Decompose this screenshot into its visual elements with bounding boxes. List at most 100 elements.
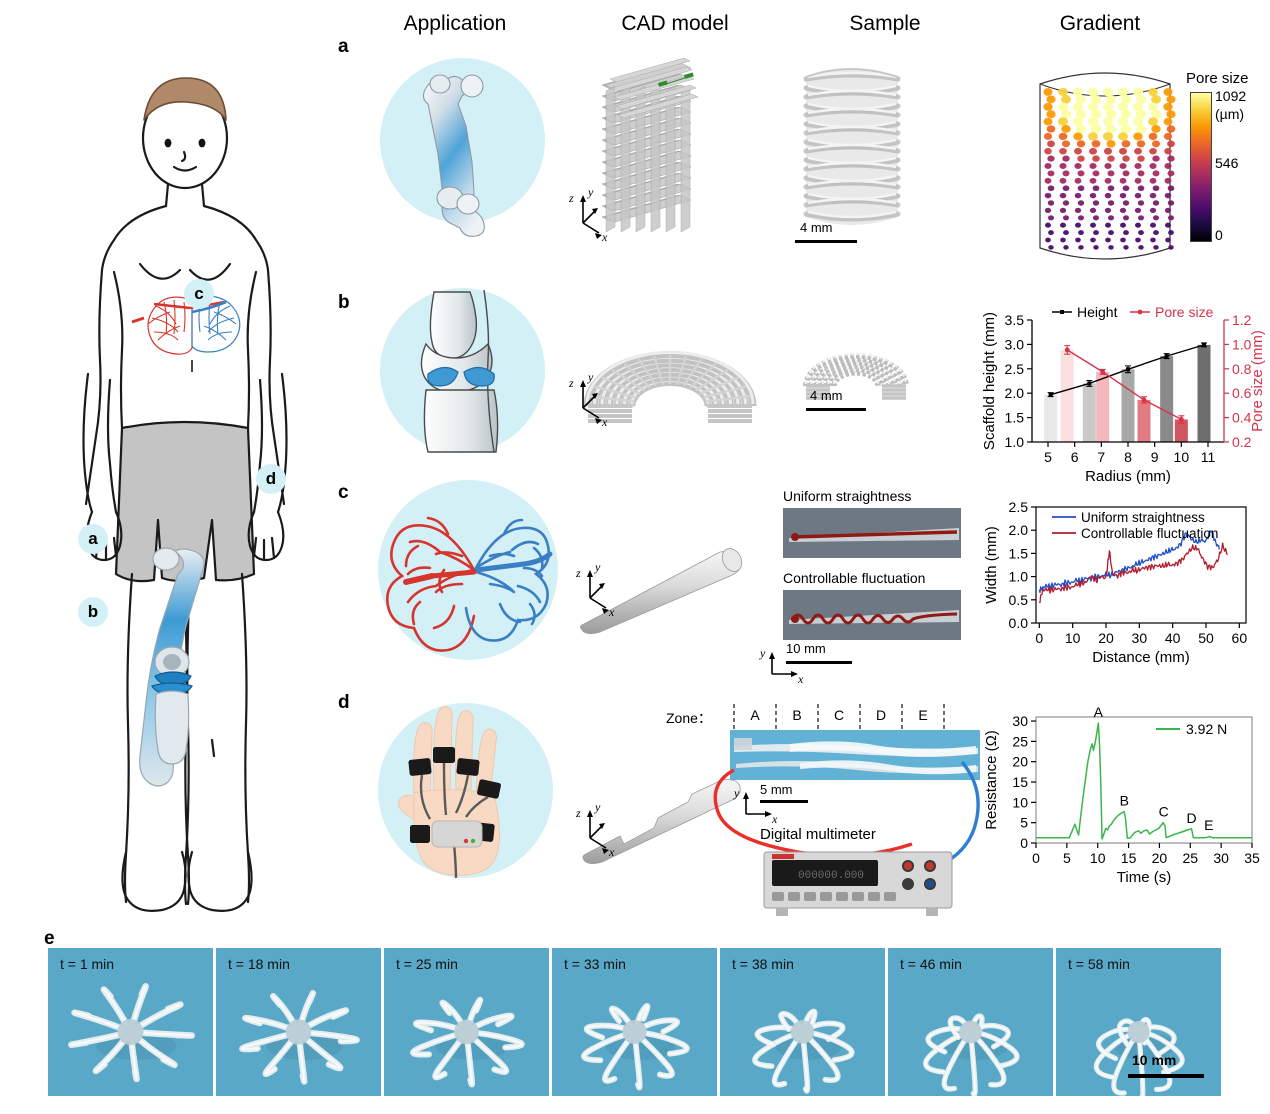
svg-text:0.6: 0.6 bbox=[1232, 385, 1252, 401]
svg-text:25: 25 bbox=[1182, 850, 1198, 866]
svg-text:0: 0 bbox=[1032, 850, 1040, 866]
body-marker-a[interactable] bbox=[78, 524, 108, 554]
svg-text:10: 10 bbox=[1174, 449, 1190, 465]
panel-a-scalebar-line bbox=[795, 240, 857, 243]
panel-b-chart: 1.0 1.5 2.0 2.5 3.0 3.5 0.2 0.4 0.6 0.8 1.0 1.2 5 6 7 8… bbox=[980, 290, 1270, 485]
body-marker-d[interactable] bbox=[256, 464, 286, 494]
panel-c-cad-model bbox=[580, 540, 755, 635]
svg-text:8: 8 bbox=[1124, 449, 1132, 465]
svg-text:z: z bbox=[575, 566, 581, 580]
panel-d-scalebar-label: 5 mm bbox=[760, 782, 793, 797]
row-label-d: d bbox=[338, 692, 350, 713]
panel-e-frame: t = 46 min bbox=[888, 948, 1053, 1096]
svg-text:Resistance (Ω): Resistance (Ω) bbox=[983, 730, 1000, 830]
svg-text:x: x bbox=[601, 230, 608, 244]
panel-c-scalebar-line bbox=[786, 661, 852, 664]
svg-text:1.2: 1.2 bbox=[1232, 312, 1252, 328]
svg-text:A: A bbox=[1094, 704, 1104, 720]
panel-d-instrument-label: Digital multimeter bbox=[760, 826, 876, 843]
svg-text:10: 10 bbox=[1012, 794, 1028, 810]
svg-text:9: 9 bbox=[1151, 449, 1159, 465]
panel-e-strip: t = 1 min t = 18 min t = 25 min t = 33 min t… bbox=[48, 948, 1223, 1096]
svg-text:60: 60 bbox=[1232, 630, 1248, 646]
svg-text:6: 6 bbox=[1071, 449, 1079, 465]
svg-text:15: 15 bbox=[1121, 850, 1137, 866]
svg-text:E: E bbox=[1204, 817, 1213, 833]
panel-a-scalebar-label: 4 mm bbox=[800, 220, 833, 235]
svg-text:5: 5 bbox=[1044, 449, 1052, 465]
svg-text:000000.000: 000000.000 bbox=[798, 870, 864, 882]
panel-c-photo-caption-1: Uniform straightness bbox=[783, 488, 912, 504]
svg-text:Pore size (mm): Pore size (mm) bbox=[1249, 330, 1266, 432]
row-label-b: b bbox=[338, 292, 350, 313]
panel-e-scalebar-line bbox=[1128, 1074, 1204, 1078]
svg-text:B: B bbox=[792, 707, 801, 723]
panel-e-scalebar-label: 10 mm bbox=[1132, 1052, 1177, 1068]
column-header-cad-model: CAD model bbox=[621, 12, 729, 35]
svg-text:11: 11 bbox=[1201, 449, 1216, 465]
svg-text:30: 30 bbox=[1012, 713, 1028, 729]
svg-text:z: z bbox=[568, 376, 574, 390]
svg-text:0.2: 0.2 bbox=[1232, 434, 1252, 450]
panel-c-chart: 0.0 0.5 1.0 1.5 2.0 2.5 0 10 20 30 40 50 60 Distance … bbox=[980, 483, 1270, 673]
svg-text:20: 20 bbox=[1152, 850, 1168, 866]
svg-text:A: A bbox=[750, 707, 760, 723]
panel-c-photo-caption-2: Controllable fluctuation bbox=[783, 570, 926, 586]
column-header-sample: Sample bbox=[849, 12, 921, 35]
svg-text:10: 10 bbox=[1090, 850, 1106, 866]
svg-text:0.4: 0.4 bbox=[1232, 410, 1252, 426]
row-label-c: c bbox=[338, 482, 349, 503]
panel-a-axis-triad: z y x bbox=[565, 185, 625, 244]
panel-e-frame: t = 38 min bbox=[720, 948, 885, 1096]
svg-text:2.5: 2.5 bbox=[1009, 499, 1029, 515]
panel-a-femur-illustration bbox=[380, 58, 545, 237]
svg-text:15: 15 bbox=[1012, 774, 1028, 790]
svg-text:Scaffold height (mm): Scaffold height (mm) bbox=[981, 312, 998, 450]
panel-d-sample-photo bbox=[730, 730, 980, 780]
svg-text:y: y bbox=[594, 800, 601, 814]
svg-text:y: y bbox=[587, 185, 594, 199]
svg-text:10: 10 bbox=[1065, 630, 1081, 646]
svg-text:y: y bbox=[759, 646, 766, 660]
panel-d-multimeter: 000000.000 bbox=[758, 848, 958, 920]
svg-text:50: 50 bbox=[1198, 630, 1214, 646]
panel-b-sample-photo bbox=[790, 320, 930, 420]
panel-e-frame: t = 1 min bbox=[48, 948, 213, 1096]
svg-text:y: y bbox=[587, 370, 594, 384]
svg-text:z: z bbox=[568, 191, 574, 205]
svg-text:0.5: 0.5 bbox=[1009, 592, 1029, 608]
svg-text:0: 0 bbox=[1020, 835, 1028, 851]
body-marker-a-label: a bbox=[88, 529, 98, 548]
svg-text:1.0: 1.0 bbox=[1009, 569, 1029, 585]
body-marker-c[interactable] bbox=[184, 279, 214, 309]
body-marker-b[interactable] bbox=[78, 597, 108, 627]
svg-text:3.92 N: 3.92 N bbox=[1186, 721, 1227, 737]
column-header-application: Application bbox=[403, 12, 507, 35]
svg-text:1.0: 1.0 bbox=[1232, 336, 1252, 352]
panel-e-frame: t = 58 min bbox=[1056, 948, 1221, 1096]
svg-text:1.5: 1.5 bbox=[1009, 545, 1029, 561]
svg-text:0: 0 bbox=[1035, 630, 1043, 646]
svg-text:C: C bbox=[1159, 804, 1169, 820]
panel-e-frame-caption: t = 38 min bbox=[732, 956, 794, 972]
svg-text:Height: Height bbox=[1077, 304, 1118, 320]
body-marker-b-label: b bbox=[87, 602, 99, 621]
panel-a-colorbar-unit: (µm) bbox=[1215, 106, 1245, 122]
svg-text:D: D bbox=[876, 707, 886, 723]
panel-b-knee-illustration bbox=[380, 288, 545, 453]
svg-text:20: 20 bbox=[1098, 630, 1114, 646]
panel-d-zone-label: Zone： bbox=[666, 710, 712, 726]
panel-e-frame: t = 33 min bbox=[552, 948, 717, 1096]
svg-text:2.0: 2.0 bbox=[1009, 522, 1029, 538]
panel-d-chart: A B C D E 0 5 10 15 20 25 30 0 5 10 15 20 25 30 35 Time (s) R… bbox=[980, 695, 1270, 895]
panel-b-scalebar-line bbox=[806, 408, 866, 411]
svg-text:E: E bbox=[918, 707, 927, 723]
svg-text:x: x bbox=[797, 672, 804, 686]
panel-c-photo-2 bbox=[783, 590, 961, 640]
svg-text:1.0: 1.0 bbox=[1005, 434, 1025, 450]
svg-text:Controllable fluctuation: Controllable fluctuation bbox=[1081, 526, 1218, 541]
body-marker-d-label: d bbox=[265, 469, 277, 488]
panel-a-gradient-render bbox=[1030, 58, 1180, 273]
svg-text:Uniform straightness: Uniform straightness bbox=[1081, 510, 1205, 525]
panel-a-colorbar-max: 1092 bbox=[1215, 88, 1247, 104]
